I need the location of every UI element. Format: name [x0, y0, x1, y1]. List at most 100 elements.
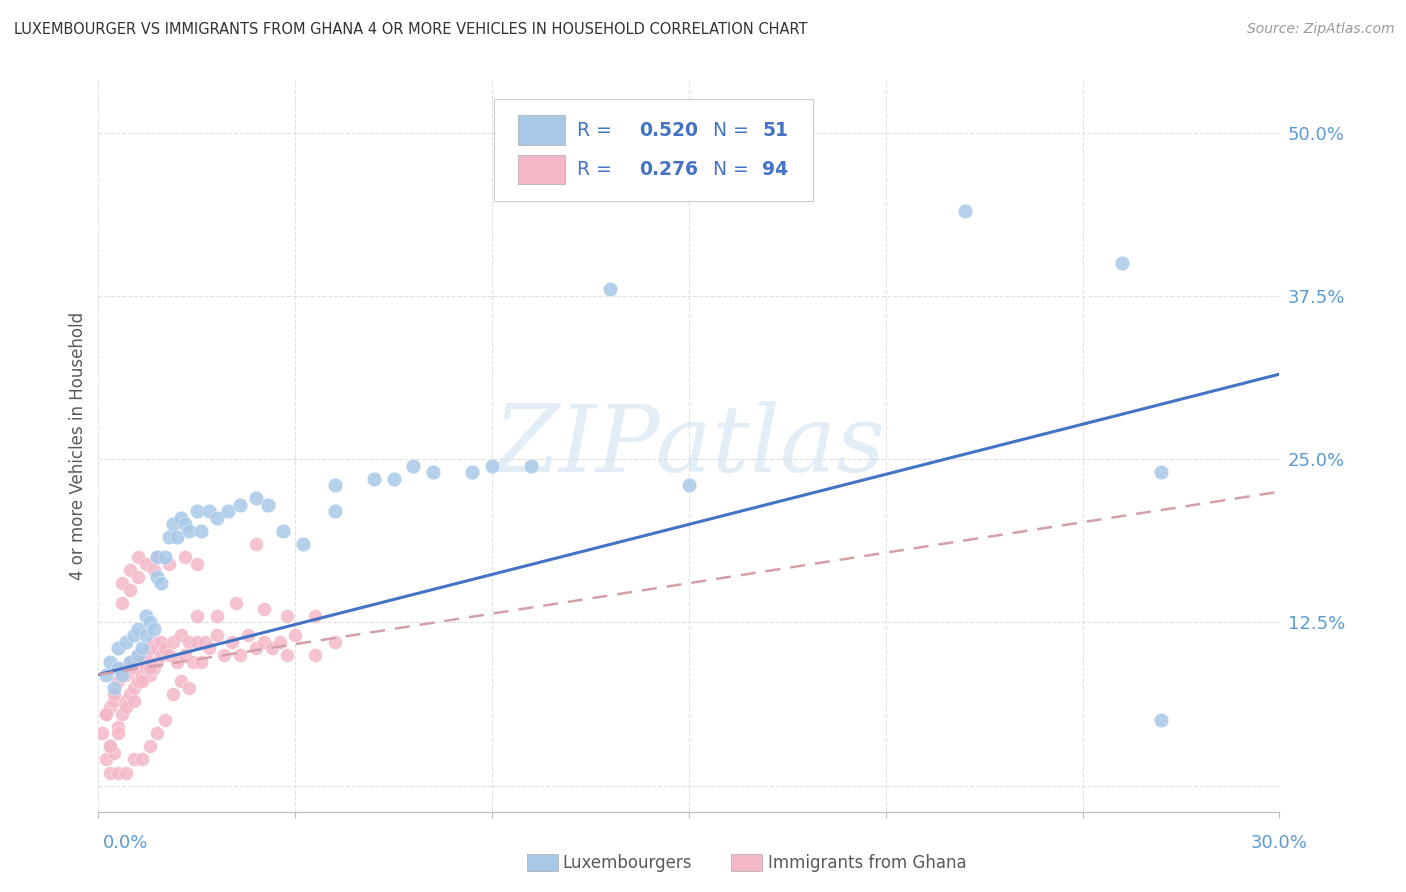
Point — [157, 648, 180, 662]
Point — [131, 641, 153, 656]
Point — [131, 752, 153, 766]
Point — [155, 641, 177, 656]
Point — [157, 530, 180, 544]
Point — [253, 602, 276, 616]
Point — [186, 608, 208, 623]
Point — [135, 661, 157, 675]
Point — [205, 608, 228, 623]
Point — [177, 635, 200, 649]
Point — [170, 674, 193, 689]
Point — [170, 628, 193, 642]
Point — [205, 511, 228, 525]
Point — [115, 765, 138, 780]
Point — [107, 726, 129, 740]
Point — [118, 655, 141, 669]
Text: LUXEMBOURGER VS IMMIGRANTS FROM GHANA 4 OR MORE VEHICLES IN HOUSEHOLD CORRELATIO: LUXEMBOURGER VS IMMIGRANTS FROM GHANA 4 … — [14, 22, 807, 37]
Point — [170, 511, 193, 525]
Point — [142, 661, 165, 675]
Point — [107, 661, 129, 675]
Point — [225, 596, 247, 610]
Point — [155, 714, 177, 728]
Point — [217, 504, 239, 518]
Point — [111, 667, 134, 681]
Point — [111, 576, 134, 591]
Point — [166, 530, 188, 544]
Point — [245, 491, 267, 506]
Point — [96, 706, 118, 721]
Point — [422, 465, 444, 479]
Point — [284, 628, 307, 642]
Point — [190, 524, 212, 538]
Point — [177, 524, 200, 538]
Point — [162, 635, 184, 649]
Point — [98, 739, 121, 754]
Text: Source: ZipAtlas.com: Source: ZipAtlas.com — [1247, 22, 1395, 37]
Text: 51: 51 — [762, 120, 787, 139]
Point — [138, 667, 160, 681]
Point — [236, 628, 259, 642]
Text: N =: N = — [700, 160, 755, 179]
Point — [127, 648, 149, 662]
Point — [269, 635, 291, 649]
Point — [98, 739, 121, 754]
Text: Immigrants from Ghana: Immigrants from Ghana — [768, 854, 966, 871]
Point — [260, 641, 283, 656]
Point — [197, 504, 219, 518]
Point — [245, 641, 267, 656]
Point — [953, 203, 976, 218]
Point — [118, 563, 141, 577]
Text: Luxembourgers: Luxembourgers — [562, 854, 692, 871]
Point — [205, 628, 228, 642]
Point — [122, 661, 145, 675]
Point — [103, 694, 125, 708]
Point — [221, 635, 243, 649]
Point — [107, 720, 129, 734]
Point — [194, 635, 217, 649]
Point — [111, 661, 134, 675]
Point — [146, 549, 169, 564]
Point — [253, 635, 276, 649]
Point — [127, 622, 149, 636]
Point — [190, 655, 212, 669]
Point — [481, 458, 503, 473]
Point — [131, 655, 153, 669]
Text: 0.520: 0.520 — [640, 120, 699, 139]
Text: ZIPatlas: ZIPatlas — [494, 401, 884, 491]
Point — [186, 504, 208, 518]
Point — [103, 681, 125, 695]
Point — [98, 765, 121, 780]
Point — [146, 549, 169, 564]
Point — [96, 706, 118, 721]
Point — [122, 628, 145, 642]
Point — [131, 674, 153, 689]
Point — [127, 674, 149, 689]
Point — [118, 655, 141, 669]
Point — [214, 648, 236, 662]
Point — [142, 635, 165, 649]
Point — [276, 648, 298, 662]
Point — [107, 765, 129, 780]
Point — [323, 504, 346, 518]
Point — [186, 635, 208, 649]
Point — [96, 667, 118, 681]
Point — [1150, 714, 1173, 728]
Point — [292, 537, 315, 551]
Point — [98, 655, 121, 669]
Point — [520, 458, 543, 473]
Point — [276, 608, 298, 623]
Bar — [517, 115, 565, 145]
Point — [229, 648, 252, 662]
Point — [142, 622, 165, 636]
Point — [138, 615, 160, 630]
Point — [245, 537, 267, 551]
Point — [177, 681, 200, 695]
Point — [162, 687, 184, 701]
Point — [115, 667, 138, 681]
Point — [107, 674, 129, 689]
Point — [150, 648, 173, 662]
Point — [135, 648, 157, 662]
Point — [107, 641, 129, 656]
Point — [323, 478, 346, 492]
Point — [174, 517, 197, 532]
Text: R =: R = — [576, 120, 617, 139]
